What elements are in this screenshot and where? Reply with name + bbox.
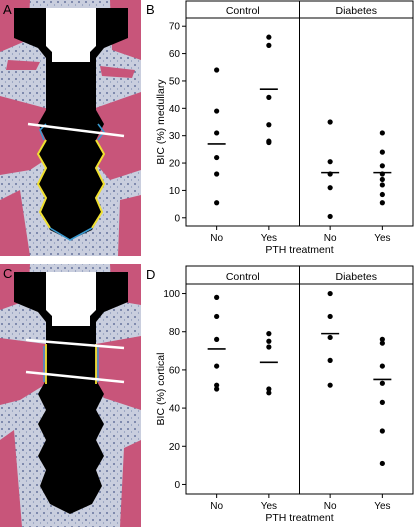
panel-letter-b: B [146,2,155,17]
y-tick-label: 20 [169,159,181,170]
x-axis-title: PTH treatment [265,512,333,524]
panel-letter-a: A [3,2,12,17]
plot-frame [185,17,414,227]
data-point [214,294,220,300]
data-point [214,336,220,342]
lower-reference-line [25,370,125,384]
x-tick-label: Yes [374,233,390,244]
data-point [266,344,272,350]
data-point [379,191,385,198]
y-tick-label: 40 [169,404,181,415]
y-tick-label: 60 [169,49,181,60]
data-point [266,34,272,40]
x-tick-label: No [324,233,337,244]
y-tick-label: 40 [169,104,181,115]
data-point [327,185,333,191]
data-point [379,428,385,434]
data-point [214,154,220,161]
y-tick-label: 60 [169,365,181,376]
data-point [266,390,272,396]
data-point [266,338,272,344]
y-axis-title: BIC (%) cortical [155,353,167,426]
y-tick-label: 20 [169,442,181,453]
data-point [327,159,333,165]
data-point [266,331,272,337]
data-point [379,380,385,386]
y-tick-label: 70 [169,22,181,33]
data-point [379,149,385,155]
cortical-contour [45,344,97,384]
data-point [214,363,220,369]
y-tick-label: 100 [163,289,180,300]
data-point [379,163,385,169]
data-point [379,176,385,183]
data-point [327,313,333,320]
implant-silhouette [14,272,128,514]
bone-trabecula [6,60,135,78]
upper-reference-line [25,338,125,350]
implant-hex-socket [46,272,96,326]
y-tick-label: 30 [169,131,181,142]
y-tick-label: 10 [169,186,181,197]
data-point [379,336,385,342]
facet-label-control: Control [226,271,260,283]
reference-line [27,122,125,138]
x-tick-label: Yes [374,501,390,512]
facet-label-diabetes: Diabetes [336,5,377,17]
data-point [327,290,333,297]
data-point [379,200,385,206]
y-tick-label: 50 [169,76,181,87]
data-point [266,386,272,392]
data-point [379,130,385,136]
x-tick-label: No [324,501,337,512]
data-point [214,200,220,206]
data-point [266,122,272,128]
data-point [327,334,333,341]
chart-medullary: Control Diabetes 0 10 20 30 40 50 60 70 No Yes No Yes… [155,0,414,256]
data-point [214,108,220,114]
y-axis-title: BIC (%) medullary [155,79,167,165]
data-point [327,119,333,125]
data-point [214,130,220,136]
implant-silhouette [14,8,128,240]
y-tick-label: 0 [174,480,180,491]
data-point [379,399,385,405]
data-point [214,386,220,392]
x-tick-label: Yes [261,233,277,244]
data-point [327,357,333,363]
x-tick-label: No [210,233,223,244]
x-axis-title: PTH treatment [265,244,333,256]
cortical-contour-outer [43,346,99,382]
plot-frame [185,283,414,495]
data-point [214,382,220,388]
data-point [214,67,220,73]
data-point [266,139,272,146]
data-point [327,382,333,388]
data-point [379,363,385,369]
facet-label-control: Control [226,5,260,17]
medullary-contour [36,139,106,229]
data-point [379,182,385,188]
data-point [379,340,385,346]
data-point [266,42,272,48]
panel-letter-d: D [146,267,155,282]
panel-a-histology [0,0,141,256]
implant-hex-socket [46,8,96,62]
panel-c-histology [0,264,141,527]
x-tick-label: No [210,501,223,512]
data-point [379,460,385,467]
y-tick-label: 0 [174,213,180,224]
y-tick-label: 80 [169,327,181,338]
data-point [214,313,220,320]
panel-letter-c: C [3,266,12,281]
data-point [327,213,333,220]
x-tick-label: Yes [261,501,277,512]
data-point [266,94,272,100]
data-point [214,171,220,177]
facet-label-diabetes: Diabetes [336,271,377,283]
